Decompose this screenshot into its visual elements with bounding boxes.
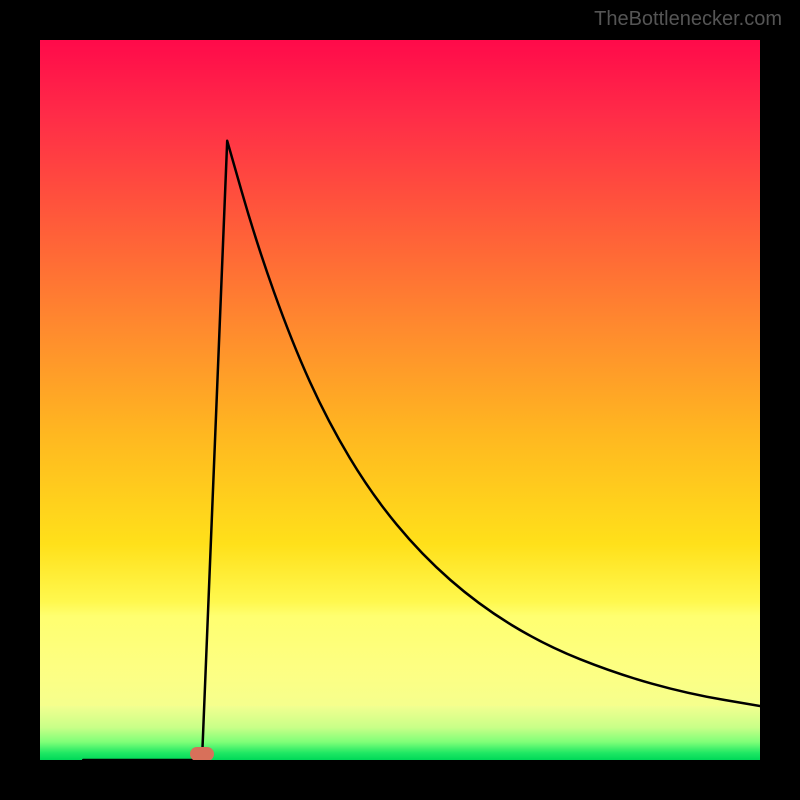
curve-svg [40,40,760,760]
watermark-text: TheBottlenecker.com [594,8,782,31]
bottleneck-curve [83,141,760,760]
minimum-marker [190,747,214,760]
plot-area [40,40,760,760]
